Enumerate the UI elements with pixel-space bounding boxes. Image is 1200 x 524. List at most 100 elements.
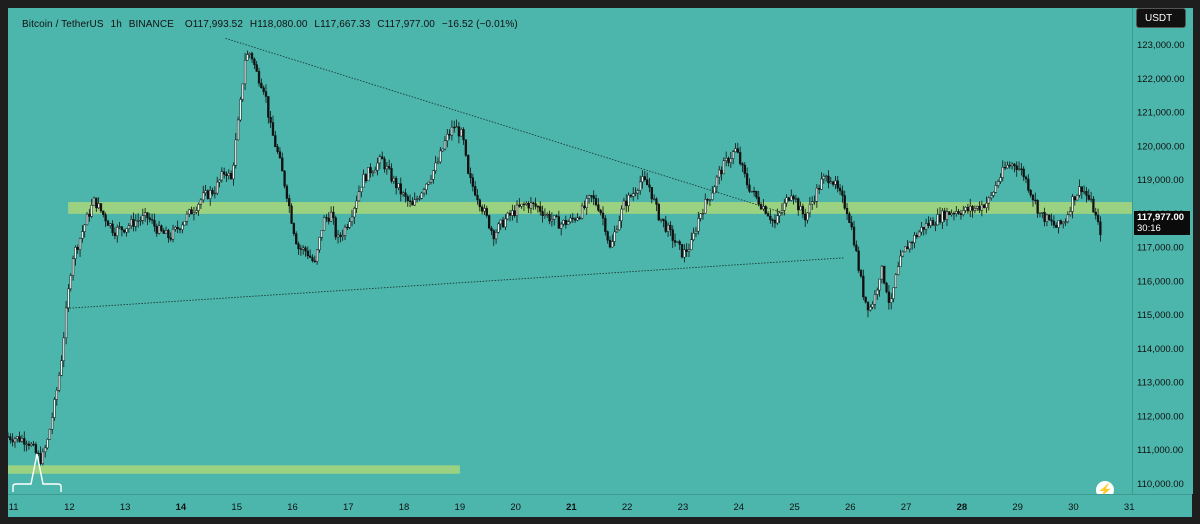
candle-body — [518, 204, 521, 207]
candle-body — [613, 231, 616, 242]
time-tick-label: 21 — [566, 502, 577, 513]
candle-body — [32, 443, 35, 446]
candle-body — [1043, 212, 1046, 222]
candle-body — [464, 139, 468, 156]
candle-body — [60, 360, 63, 376]
candle-body — [887, 291, 891, 303]
candle-body — [62, 337, 65, 361]
candle-body — [146, 212, 149, 219]
candle-countdown: 30:16 — [1137, 223, 1161, 234]
candle-body — [978, 206, 981, 211]
candle-body — [969, 205, 972, 212]
candle-body — [309, 255, 312, 258]
candle-body — [446, 134, 449, 142]
currency-button[interactable]: USDT — [1136, 8, 1186, 28]
candle-body — [176, 226, 179, 230]
candle-body — [662, 218, 665, 222]
candle-body — [290, 205, 293, 224]
candle-body — [790, 195, 793, 201]
candle-body — [587, 195, 591, 199]
candle-body — [664, 220, 667, 232]
candle-body — [223, 171, 226, 175]
plot-area[interactable]: Bitcoin / TetherUS 1h BINANCE O117,993.5… — [8, 8, 1132, 499]
candle-body — [539, 206, 542, 212]
price-axis[interactable]: 110,000.00 111,000.00 112,000.00 113,000.00… — [1132, 8, 1193, 494]
candle-body — [955, 211, 958, 214]
candle-body — [211, 190, 214, 195]
candle-body — [88, 213, 91, 217]
candle-body — [608, 239, 612, 248]
time-tick-label: 18 — [399, 502, 410, 513]
candle-body — [741, 163, 744, 166]
candle-body — [120, 226, 124, 231]
candle-body — [318, 237, 321, 251]
candle-body — [1008, 164, 1011, 167]
candle-body — [522, 203, 526, 206]
candle-body — [23, 438, 26, 445]
candle-body — [948, 211, 951, 215]
candle-body — [109, 223, 112, 226]
candle-body — [476, 194, 479, 201]
candle-body — [792, 195, 795, 200]
candle-body — [634, 192, 637, 195]
candle-body — [420, 192, 423, 199]
candle-body — [1075, 194, 1079, 201]
candle-body — [285, 185, 289, 199]
candle-body — [371, 171, 375, 174]
candle-body — [1055, 224, 1058, 228]
candle-body — [692, 232, 695, 240]
candle-body — [745, 173, 749, 186]
candle-body — [752, 190, 756, 193]
candle-body — [899, 255, 902, 267]
candle-body — [838, 187, 842, 192]
candle-body — [646, 179, 649, 186]
candle-body — [736, 148, 739, 153]
time-axis[interactable]: 11 12 13 14 15 16 17 18 19 20 21 22 23 24 25 26 27 28 29 30… — [8, 494, 1192, 517]
candle-body — [811, 201, 814, 205]
candle-body — [966, 206, 970, 212]
candle-body — [748, 184, 751, 192]
candle-body — [113, 232, 117, 237]
candle-body — [908, 242, 911, 250]
candle-body — [601, 212, 605, 219]
candle-body — [943, 210, 946, 220]
candle-body — [278, 151, 282, 159]
candle-body — [150, 219, 154, 221]
candle-body — [783, 202, 786, 211]
candle-body — [1069, 211, 1072, 216]
candle-body — [125, 228, 128, 233]
candle-body — [618, 220, 621, 231]
candle-body — [994, 185, 997, 193]
candle-body — [457, 126, 461, 137]
chart-svg[interactable] — [8, 8, 1132, 494]
candle-body — [422, 189, 426, 194]
candle-body — [1052, 220, 1056, 226]
interval-label[interactable]: 1h — [110, 19, 122, 30]
candle-body — [418, 198, 421, 200]
candle-body — [262, 87, 265, 92]
candle-body — [76, 247, 79, 250]
candle-body — [729, 158, 732, 163]
candle-body — [44, 447, 47, 453]
candle-body — [90, 205, 93, 217]
candle-body — [13, 438, 17, 443]
price-tick-label: 120,000.00 — [1137, 141, 1185, 152]
candle-body — [478, 199, 481, 208]
candle-body — [425, 183, 428, 190]
candle-body — [815, 187, 818, 202]
support-zone — [8, 465, 460, 474]
candle-body — [732, 151, 735, 159]
candle-body — [627, 194, 630, 207]
exchange-label: BINANCE — [128, 19, 174, 30]
candle-body — [620, 208, 623, 222]
candle-body — [755, 190, 758, 198]
candle-body — [248, 53, 251, 55]
candle-body — [671, 229, 674, 241]
candle-body — [188, 209, 191, 215]
candle-body — [102, 210, 105, 215]
candle-body — [1022, 168, 1025, 178]
symbol-name[interactable]: Bitcoin / TetherUS — [22, 19, 104, 30]
time-tick-label: 29 — [1012, 502, 1023, 513]
candle-body — [897, 266, 900, 275]
time-tick-label: 17 — [343, 502, 354, 513]
